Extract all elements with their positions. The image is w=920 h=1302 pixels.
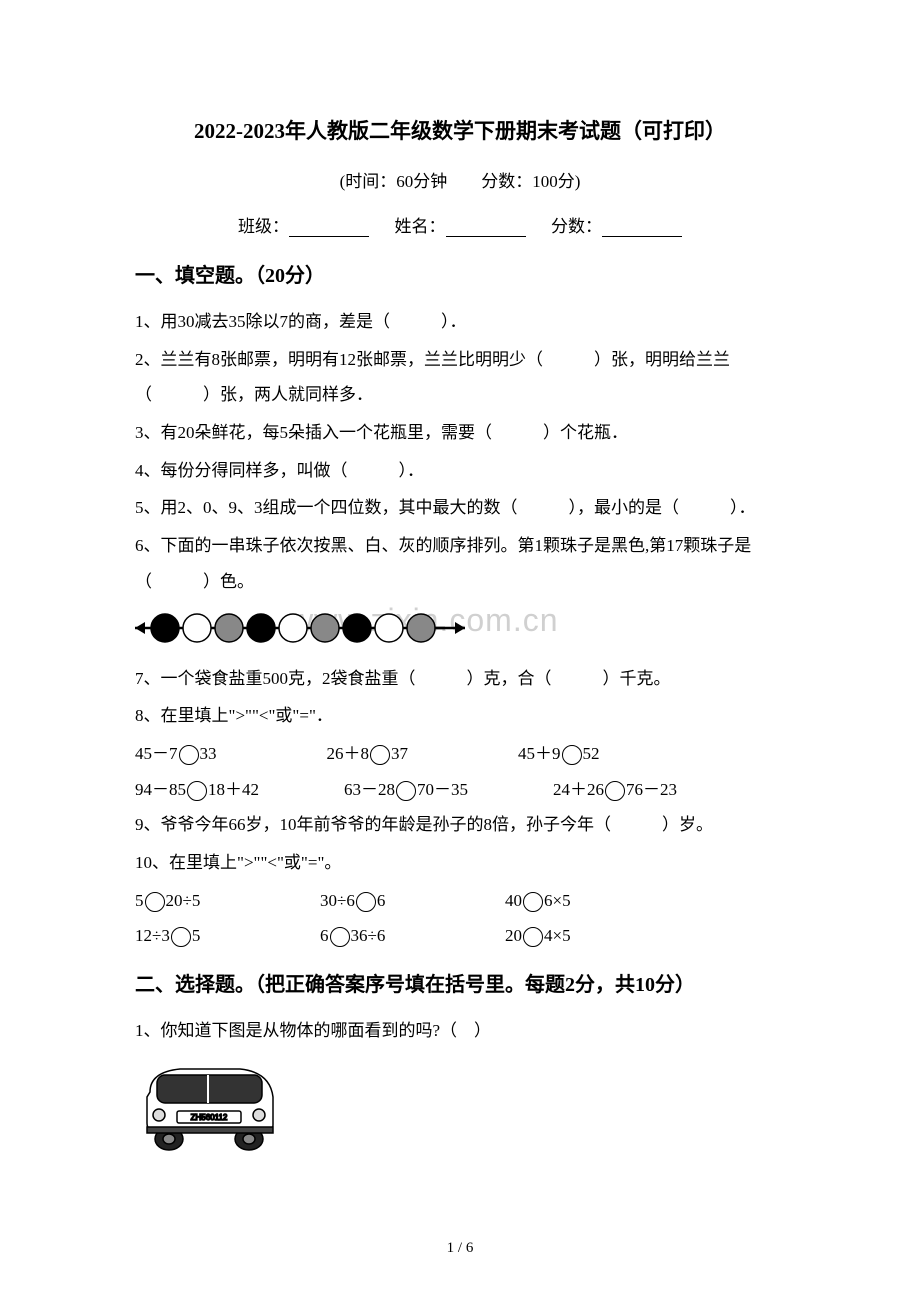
beads-image: www.zixin.com.cn <box>135 602 785 661</box>
q10r2-1: 12÷35 <box>135 918 265 954</box>
q8r2-2: 63－2870－35 <box>344 772 468 808</box>
section2-heading: 二、选择题。（把正确答案序号填在括号里。每题2分，共10分） <box>135 968 785 997</box>
q9: 9、爷爷今年66岁，10年前爷爷的年龄是孙子的8倍，孙子今年（ ）岁。 <box>135 807 785 843</box>
q3: 3、有20朵鲜花，每5朵插入一个花瓶里，需要（ ）个花瓶． <box>135 415 785 451</box>
score-blank[interactable] <box>602 220 682 237</box>
q10-row1: 520÷5 30÷66 406×5 <box>135 883 785 919</box>
car-image: ZH560112 <box>135 1057 785 1157</box>
q8r2-1: 94－8518＋42 <box>135 772 259 808</box>
beads-svg <box>135 610 465 646</box>
q5: 5、用2、0、9、3组成一个四位数，其中最大的数（ ），最小的是（ ）． <box>135 490 785 526</box>
q10-row2: 12÷35 636÷6 204×5 <box>135 918 785 954</box>
q2: 2、兰兰有8张邮票，明明有12张邮票，兰兰比明明少（ ）张，明明给兰兰（ ）张，… <box>135 342 785 413</box>
name-label: 姓名： <box>395 217 446 236</box>
name-blank[interactable] <box>446 220 526 237</box>
q8r1-1: 45－733 <box>135 736 217 772</box>
q6: 6、下面的一串珠子依次按黑、白、灰的顺序排列。第1颗珠子是黑色,第17颗珠子是（… <box>135 528 785 599</box>
q8: 8、在里填上">""<"或"="． <box>135 698 785 734</box>
q8r1-2: 26＋837 <box>327 736 409 772</box>
q10r2-2: 636÷6 <box>320 918 450 954</box>
score-label: 分数： <box>551 217 602 236</box>
info-line: 班级： 姓名： 分数： <box>135 212 785 237</box>
s2q1: 1、你知道下图是从物体的哪面看到的吗?（ ） <box>135 1013 785 1049</box>
page-title: 2022-2023年人教版二年级数学下册期末考试题（可打印） <box>135 115 785 145</box>
q8r2-3: 24＋2676－23 <box>553 772 677 808</box>
q10r1-2: 30÷66 <box>320 883 450 919</box>
q8-row2: 94－8518＋42 63－2870－35 24＋2676－23 <box>135 772 785 808</box>
class-label: 班级： <box>238 217 289 236</box>
subtitle: (时间：60分钟 分数：100分) <box>135 167 785 192</box>
class-blank[interactable] <box>289 220 369 237</box>
q10r2-3: 204×5 <box>505 918 635 954</box>
page-footer: 1 / 6 <box>0 1240 920 1257</box>
q8r1-3: 45＋952 <box>518 736 600 772</box>
q8-row1: 45－733 26＋837 45＋952 <box>135 736 785 772</box>
q4: 4、每份分得同样多，叫做（ ）． <box>135 453 785 489</box>
q7: 7、一个袋食盐重500克，2袋食盐重（ ）克，合（ ）千克。 <box>135 661 785 697</box>
q10r1-3: 406×5 <box>505 883 635 919</box>
section1-heading: 一、填空题。（20分） <box>135 259 785 288</box>
q10r1-1: 520÷5 <box>135 883 265 919</box>
q10: 10、在里填上">""<"或"="。 <box>135 845 785 881</box>
svg-text:ZH560112: ZH560112 <box>191 1113 228 1122</box>
q1: 1、用30减去35除以7的商，差是（ ）． <box>135 304 785 340</box>
